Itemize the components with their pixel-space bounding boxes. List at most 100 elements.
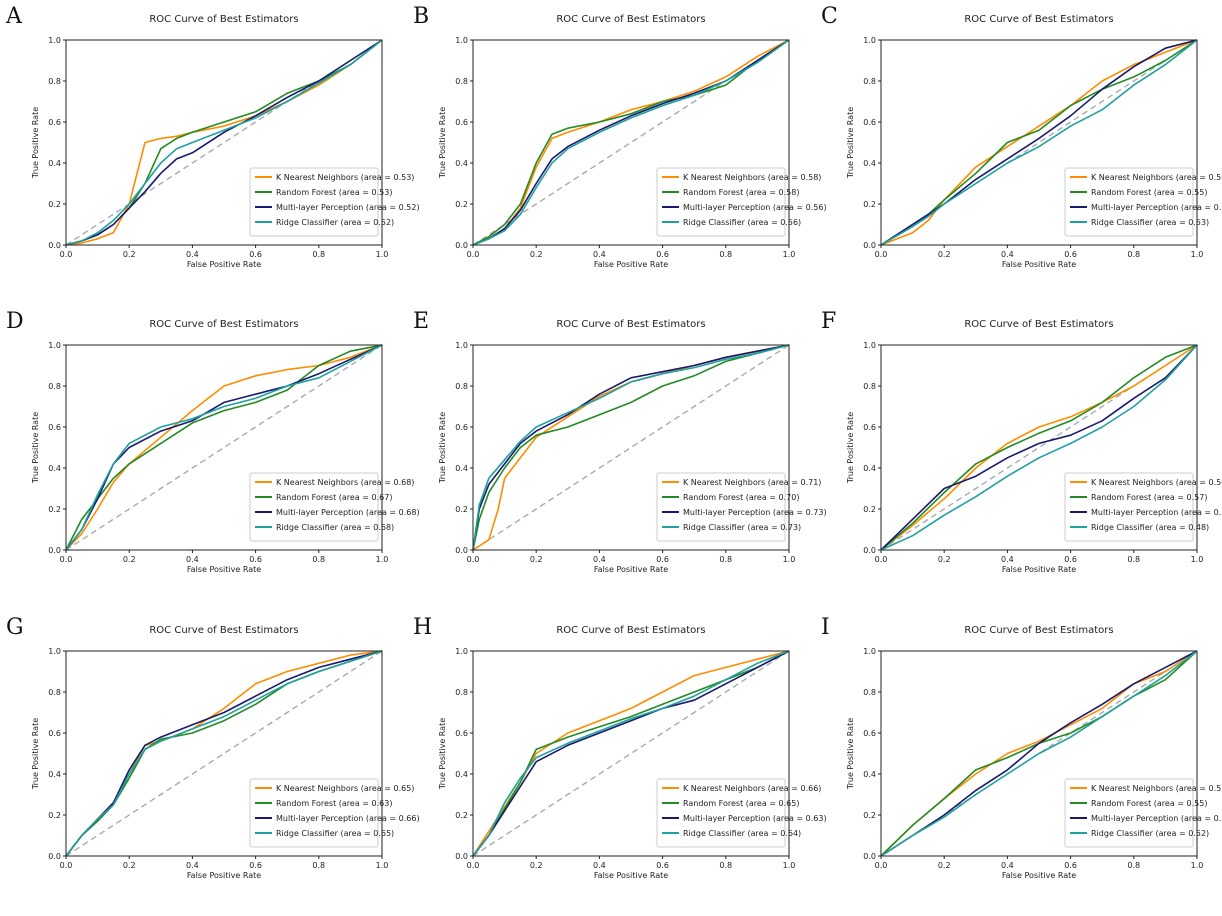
y-tick-label: 0.8 xyxy=(455,382,468,391)
x-tick-label: 0.0 xyxy=(60,250,73,259)
x-tick-label: 0.6 xyxy=(656,861,669,870)
roc-chart: ROC Curve of Best Estimators 0.0 0.2 0.4 0.6… xyxy=(438,625,827,880)
panel-letter: E xyxy=(413,309,430,334)
x-tick-label: 0.6 xyxy=(249,250,262,259)
x-tick-label: 0.8 xyxy=(312,250,325,259)
roc-panel-d: D ROC Curve of Best Estimators 0.0 0.2 0.4 0.… xyxy=(0,305,420,610)
legend-label-mlp: Multi-layer Perception (area = 0.55) xyxy=(1091,203,1222,212)
series-line-ridge xyxy=(472,344,790,551)
x-tick-label: 0.4 xyxy=(593,861,606,870)
y-axis-label: True Positive Rate xyxy=(438,412,447,484)
series-line-rf xyxy=(472,39,790,246)
x-tick-label: 0.0 xyxy=(875,555,888,564)
y-tick-label: 0.8 xyxy=(863,77,876,86)
y-axis-label: True Positive Rate xyxy=(31,412,40,484)
legend-label-knn: K Nearest Neighbors (area = 0.66) xyxy=(683,784,821,793)
plot-frame xyxy=(472,39,790,246)
legend-label-ridge: Ridge Classifier (area = 0.65) xyxy=(276,829,394,838)
series-line-mlp xyxy=(472,344,790,551)
y-tick-label: 0.2 xyxy=(48,811,61,820)
legend-label-ridge: Ridge Classifier (area = 0.73) xyxy=(683,523,801,532)
x-tick-label: 0.2 xyxy=(938,250,951,259)
y-tick-label: 1.0 xyxy=(455,36,468,45)
roc-panel-i: I ROC Curve of Best Estimators 0.0 0.2 0.4 0.… xyxy=(815,611,1222,916)
y-tick-label: 0.4 xyxy=(863,464,876,473)
x-tick-label: 1.0 xyxy=(783,555,796,564)
plot-frame xyxy=(65,650,383,857)
x-tick-label: 0.2 xyxy=(123,555,136,564)
x-tick-label: 0.2 xyxy=(938,555,951,564)
legend-label-knn: K Nearest Neighbors (area = 0.56) xyxy=(1091,478,1222,487)
legend-label-rf: Random Forest (area = 0.65) xyxy=(683,799,799,808)
legend: K Nearest Neighbors (area = 0.55) Random … xyxy=(1064,778,1222,848)
y-tick-label: 0.6 xyxy=(455,729,468,738)
chart-title: ROC Curve of Best Estimators xyxy=(964,14,1113,25)
y-tick-label: 0.4 xyxy=(455,159,468,168)
roc-chart: ROC Curve of Best Estimators 0.0 0.2 0.4 0.6… xyxy=(438,319,827,574)
chance-line xyxy=(472,344,790,551)
roc-chart: ROC Curve of Best Estimators 0.0 0.2 0.4 0.6… xyxy=(31,625,420,880)
plot-frame xyxy=(65,39,383,246)
x-tick-label: 1.0 xyxy=(783,861,796,870)
panel-letter: G xyxy=(6,615,24,640)
x-tick-label: 0.0 xyxy=(467,861,480,870)
series-line-ridge xyxy=(472,39,790,246)
x-tick-label: 0.4 xyxy=(1001,250,1014,259)
y-tick-label: 0.6 xyxy=(48,118,61,127)
x-tick-label: 0.4 xyxy=(186,250,199,259)
chart-title: ROC Curve of Best Estimators xyxy=(556,14,705,25)
y-tick-label: 0.0 xyxy=(48,852,61,861)
roc-panel-c: C ROC Curve of Best Estimators 0.0 0.2 0.4 0.… xyxy=(815,0,1222,305)
legend: K Nearest Neighbors (area = 0.56) Random … xyxy=(1064,167,1222,237)
chart-title: ROC Curve of Best Estimators xyxy=(964,319,1113,330)
x-tick-label: 0.2 xyxy=(530,250,543,259)
x-tick-label: 1.0 xyxy=(1191,250,1204,259)
legend-label-ridge: Ridge Classifier (area = 0.48) xyxy=(1091,523,1209,532)
series-line-knn xyxy=(472,650,790,857)
y-tick-label: 0.0 xyxy=(455,852,468,861)
y-tick-label: 1.0 xyxy=(48,341,61,350)
y-axis-label: True Positive Rate xyxy=(31,718,40,790)
series-line-ridge xyxy=(472,650,790,857)
legend-label-ridge: Ridge Classifier (area = 0.52) xyxy=(276,218,394,227)
series-line-mlp xyxy=(880,650,1198,857)
roc-chart: ROC Curve of Best Estimators 0.0 0.2 0.4 0.6… xyxy=(846,319,1222,574)
y-tick-label: 0.4 xyxy=(48,770,61,779)
legend-label-ridge: Ridge Classifier (area = 0.64) xyxy=(683,829,801,838)
y-tick-label: 0.8 xyxy=(863,382,876,391)
legend-label-rf: Random Forest (area = 0.53) xyxy=(276,188,392,197)
legend-label-mlp: Multi-layer Perception (area = 0.68) xyxy=(276,508,420,517)
x-tick-label: 0.6 xyxy=(249,555,262,564)
y-axis-label: True Positive Rate xyxy=(846,718,855,790)
roc-panel-g: G ROC Curve of Best Estimators 0.0 0.2 0.4 0.… xyxy=(0,611,420,916)
y-tick-label: 1.0 xyxy=(863,341,876,350)
x-tick-label: 1.0 xyxy=(1191,555,1204,564)
x-tick-label: 0.2 xyxy=(123,250,136,259)
x-axis-label: False Positive Rate xyxy=(594,871,668,880)
legend-label-ridge: Ridge Classifier (area = 0.56) xyxy=(683,218,801,227)
y-axis-label: True Positive Rate xyxy=(31,107,40,179)
series-line-knn xyxy=(880,344,1198,551)
y-tick-label: 0.2 xyxy=(48,200,61,209)
x-tick-label: 0.6 xyxy=(1064,555,1077,564)
series-line-ridge xyxy=(880,39,1198,246)
legend-label-knn: K Nearest Neighbors (area = 0.58) xyxy=(683,173,821,182)
y-tick-label: 0.4 xyxy=(48,464,61,473)
legend-label-mlp: Multi-layer Perception (area = 0.66) xyxy=(276,814,420,823)
legend: K Nearest Neighbors (area = 0.68) Random … xyxy=(249,472,420,542)
series-line-ridge xyxy=(65,344,383,551)
chart-title: ROC Curve of Best Estimators xyxy=(556,319,705,330)
x-axis-label: False Positive Rate xyxy=(1002,260,1076,269)
y-tick-label: 0.0 xyxy=(455,546,468,555)
y-tick-label: 0.0 xyxy=(863,852,876,861)
x-tick-label: 0.0 xyxy=(60,555,73,564)
legend-label-mlp: Multi-layer Perception (area = 0.52) xyxy=(276,203,420,212)
y-tick-label: 1.0 xyxy=(863,36,876,45)
y-axis-label: True Positive Rate xyxy=(846,412,855,484)
x-axis-label: False Positive Rate xyxy=(187,260,261,269)
roc-panel-b: B ROC Curve of Best Estimators 0.0 0.2 0.4 0.… xyxy=(407,0,827,305)
x-tick-label: 1.0 xyxy=(783,250,796,259)
y-tick-label: 0.2 xyxy=(48,505,61,514)
y-tick-label: 0.4 xyxy=(48,159,61,168)
y-tick-label: 0.6 xyxy=(863,729,876,738)
